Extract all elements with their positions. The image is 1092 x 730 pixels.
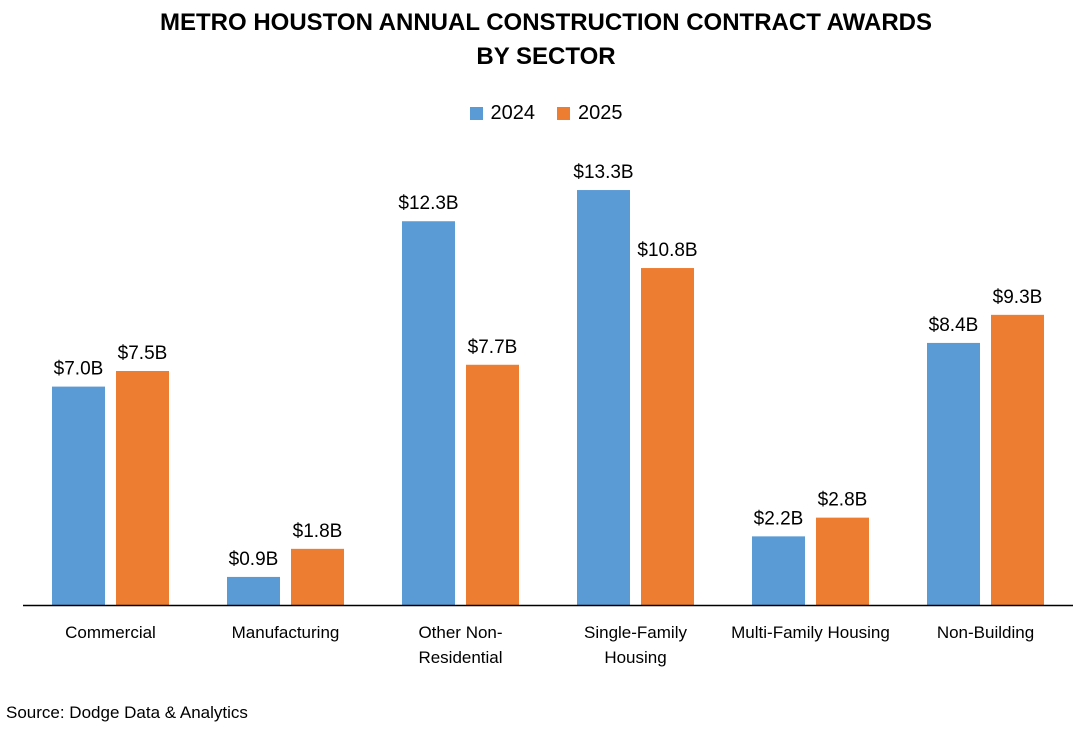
legend-swatch-2024 xyxy=(469,107,483,120)
bar-2025-multi-family-housing xyxy=(816,517,869,605)
data-label: $12.3B xyxy=(398,193,458,214)
source-note: Source: Dodge Data & Analytics xyxy=(6,703,248,722)
bar-2024-commercial xyxy=(52,386,105,605)
legend-label-2024: 2024 xyxy=(490,102,536,124)
legend-swatch-2025 xyxy=(557,107,570,120)
bar-2024-non-building xyxy=(927,342,980,605)
category-label: Commercial xyxy=(65,623,156,642)
legend: 2024 2025 xyxy=(0,102,1092,125)
chart-title-line-1: METRO HOUSTON ANNUAL CONSTRUCTION CONTRA… xyxy=(160,9,932,36)
category-label: Housing xyxy=(604,648,666,667)
bar-2025-commercial xyxy=(116,371,169,605)
bar-2024-other-non-residential xyxy=(402,221,455,606)
category-label: Other Non- xyxy=(418,623,502,642)
data-label: $7.7B xyxy=(468,337,518,358)
data-label: $2.2B xyxy=(754,508,804,529)
legend-label-2025: 2025 xyxy=(578,102,623,124)
bar-2024-single-family-housing xyxy=(577,190,630,606)
chart-title: METRO HOUSTON ANNUAL CONSTRUCTION CONTRA… xyxy=(0,6,1092,74)
data-label: $1.8B xyxy=(293,521,343,542)
category-label: Residential xyxy=(418,648,502,667)
data-label: $10.8B xyxy=(637,240,697,261)
category-label: Non-Building xyxy=(937,623,1034,642)
bar-2024-manufacturing xyxy=(227,576,280,605)
bar-2025-non-building xyxy=(991,314,1044,605)
bar-chart: $7.0B $7.5B Commercial $0.9B $1.8B Manufactur… xyxy=(23,162,1073,667)
data-label: $2.8B xyxy=(818,490,868,511)
chart-title-line-2: BY SECTOR xyxy=(476,43,616,70)
data-label: $8.4B xyxy=(929,315,979,336)
bar-2025-manufacturing xyxy=(291,548,344,605)
data-label: $0.9B xyxy=(229,549,279,570)
data-label: $13.3B xyxy=(573,162,633,183)
category-label: Single-Family xyxy=(584,623,687,642)
data-label: $7.0B xyxy=(54,359,104,380)
legend-item-2025: 2025 xyxy=(557,102,623,125)
bar-2025-other-non-residential xyxy=(466,364,519,605)
data-label: $7.5B xyxy=(118,343,168,364)
legend-item-2024: 2024 xyxy=(469,102,536,125)
bar-2024-multi-family-housing xyxy=(752,536,805,605)
category-label: Manufacturing xyxy=(232,623,340,642)
bar-2025-single-family-housing xyxy=(641,268,694,605)
category-label: Multi-Family Housing xyxy=(731,623,890,642)
data-label: $9.3B xyxy=(993,287,1043,308)
